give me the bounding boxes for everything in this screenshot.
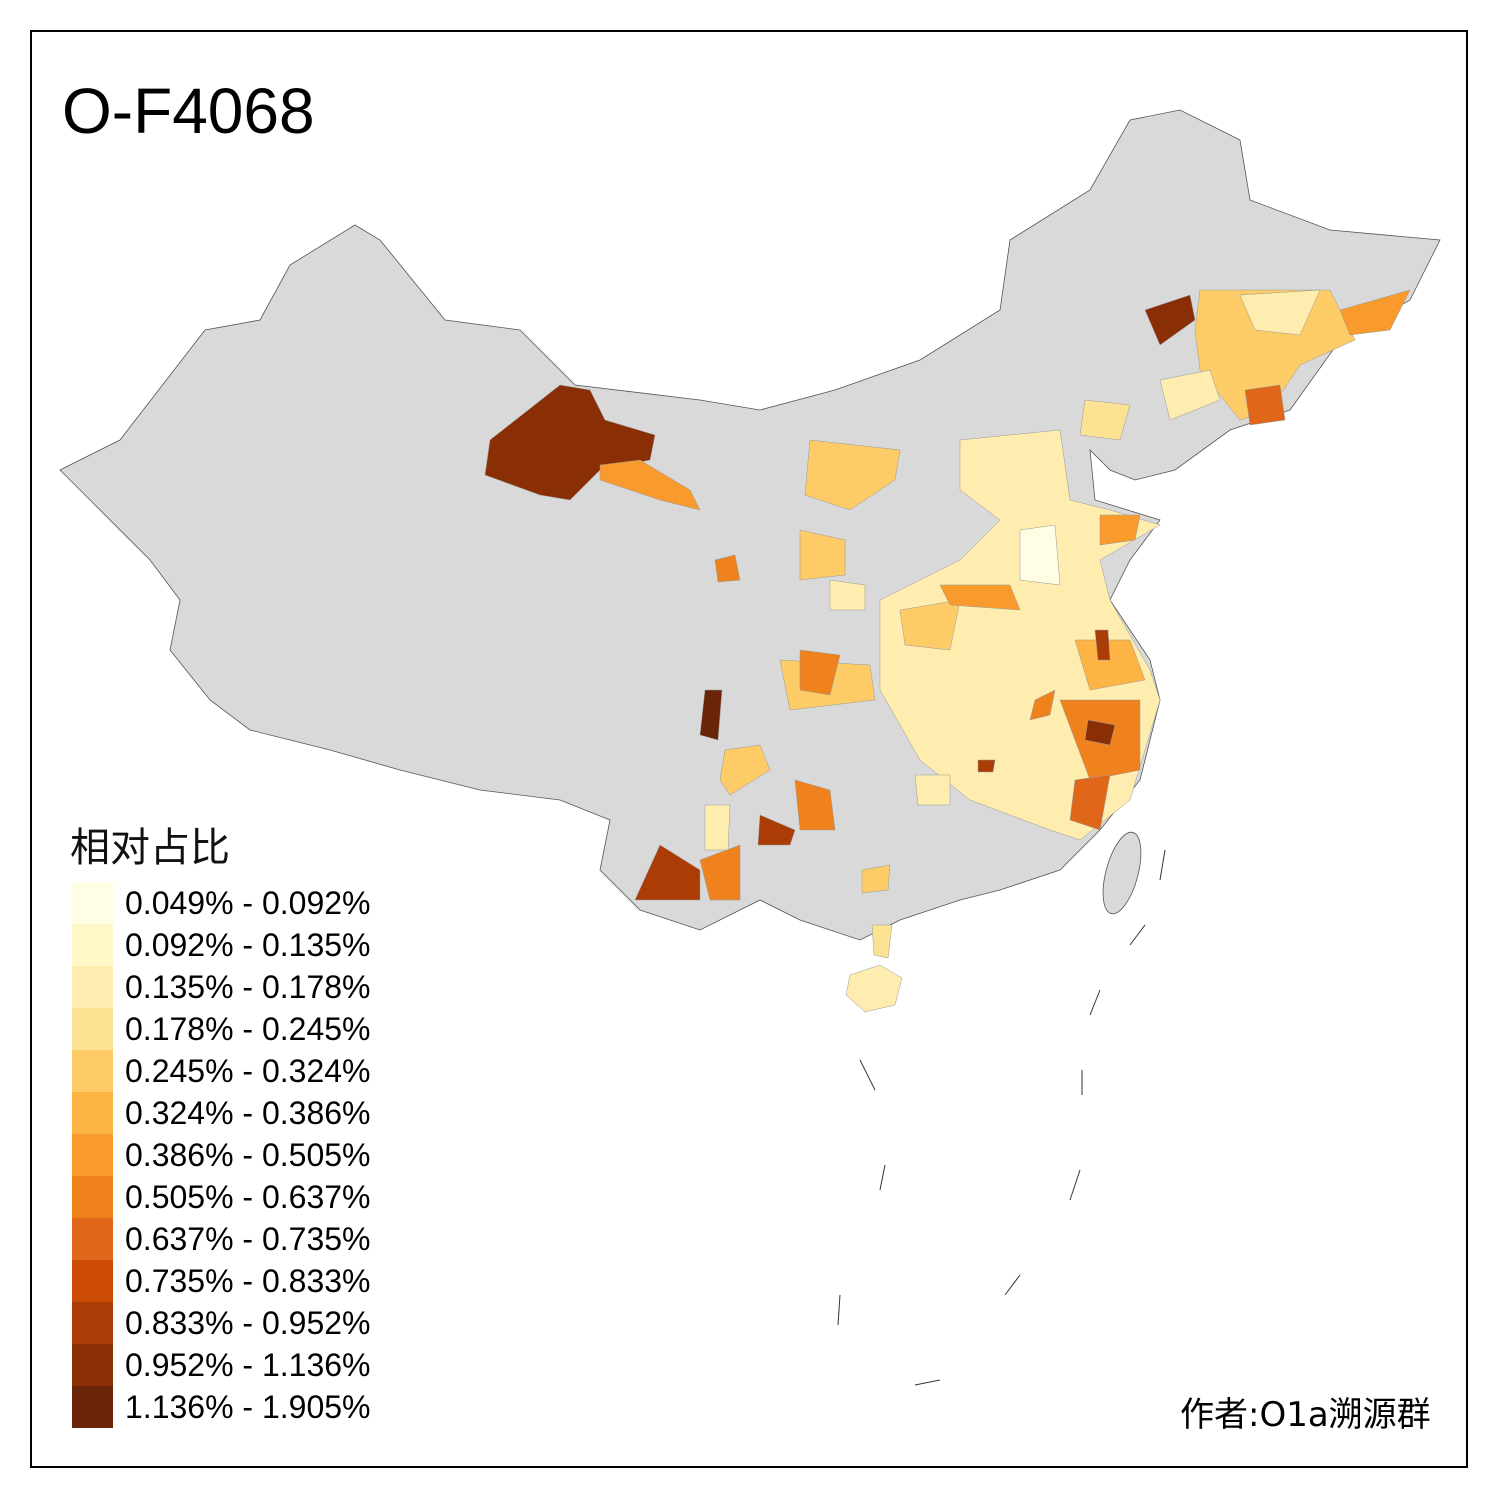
region-jilin-east [1244,384,1286,426]
map-frame [30,30,1468,1468]
region-henan [899,599,961,651]
legend-title: 相对占比 [70,825,230,871]
region-inner-mongolia [804,439,901,511]
legend-label: 0.386% - 0.505% [125,1137,371,1173]
legend-swatch [72,924,113,966]
region-zhejiang-central [1084,719,1116,746]
legend-item: 0.178% - 0.245% [72,1008,412,1050]
region-guizhou-west [757,814,796,846]
region-hebei-north [1079,399,1131,441]
legend-swatch [72,1092,113,1134]
map-title: O-F4068 [62,75,315,147]
region-yunnan-southwest [634,844,701,901]
region-jiangxi [977,759,996,773]
region-xinjiang-east [599,459,701,511]
legend-label: 0.637% - 0.735% [125,1221,371,1257]
legend-swatch [72,1134,113,1176]
region-shaanxi-south [829,579,866,611]
region-sichuan-west [699,689,723,741]
legend-label: 0.245% - 0.324% [125,1053,371,1089]
map-base-taiwan [1102,831,1142,915]
region-anhui-south [1029,689,1056,721]
legend-label: 1.136% - 1.905% [125,1389,371,1425]
region-henan-north [939,584,1021,611]
legend-label: 0.049% - 0.092% [125,885,371,921]
region-xinjiang-north [484,384,656,501]
region-hainan [845,964,903,1013]
legend-swatch [72,1050,113,1092]
legend-label: 0.135% - 0.178% [125,969,371,1005]
legend-item: 0.735% - 0.833% [72,1260,412,1302]
region-chongqing [799,649,841,696]
legend-item: 0.049% - 0.092% [72,882,412,924]
legend-swatch [72,1260,113,1302]
legend-item: 0.505% - 0.637% [72,1176,412,1218]
legend-label: 0.952% - 1.136% [125,1347,371,1383]
legend-item: 0.135% - 0.178% [72,966,412,1008]
legend-swatch [72,1386,113,1428]
legend-item: 0.092% - 0.135% [72,924,412,966]
legend-swatch [72,1302,113,1344]
legend-label: 0.324% - 0.386% [125,1095,371,1131]
region-hebei-south [1019,524,1061,586]
region-shaanxi [799,529,846,581]
region-heilongjiang-east [1339,289,1411,336]
region-yunnan-central [704,804,731,851]
legend-label: 0.833% - 0.952% [125,1305,371,1341]
legend-label: 0.178% - 0.245% [125,1011,371,1047]
legend-swatch [72,1218,113,1260]
legend-label: 0.505% - 0.637% [125,1179,371,1215]
region-heilongjiang-central [1239,289,1321,336]
legend-swatch [72,1176,113,1218]
legend-item: 1.136% - 1.905% [72,1386,412,1428]
legend-swatch [72,1344,113,1386]
legend-item: 0.245% - 0.324% [72,1050,412,1092]
legend-item: 0.833% - 0.952% [72,1302,412,1344]
legend-swatch [72,882,113,924]
map-base-mainland [59,109,1441,941]
legend-item: 0.637% - 0.735% [72,1218,412,1260]
region-guizhou [794,779,836,831]
region-fujian [1069,774,1111,831]
legend-item: 0.324% - 0.386% [72,1092,412,1134]
region-qinghai-east [714,554,741,583]
region-guangxi [861,864,891,894]
legend: 0.049% - 0.092% 0.092% - 0.135% 0.135% - 0… [72,882,412,1428]
legend-swatch [72,1008,113,1050]
region-hunan [914,774,951,806]
south-china-sea-islands [837,849,1166,1386]
legend-label: 0.092% - 0.135% [125,927,371,963]
legend-item: 0.386% - 0.505% [72,1134,412,1176]
author-credit: 作者:O1a溯源群 [1180,1395,1431,1435]
region-shandong-east [1099,514,1141,546]
legend-item: 0.952% - 1.136% [72,1344,412,1386]
region-guangdong-west [871,924,893,959]
legend-label: 0.735% - 0.833% [125,1263,371,1299]
region-liaoning [1159,369,1221,421]
legend-swatch [72,966,113,1008]
region-sichuan-south [719,744,771,796]
region-jiangsu-south [1094,629,1111,661]
region-heilongjiang-west [1144,294,1196,346]
region-jiangsu [1074,639,1146,691]
